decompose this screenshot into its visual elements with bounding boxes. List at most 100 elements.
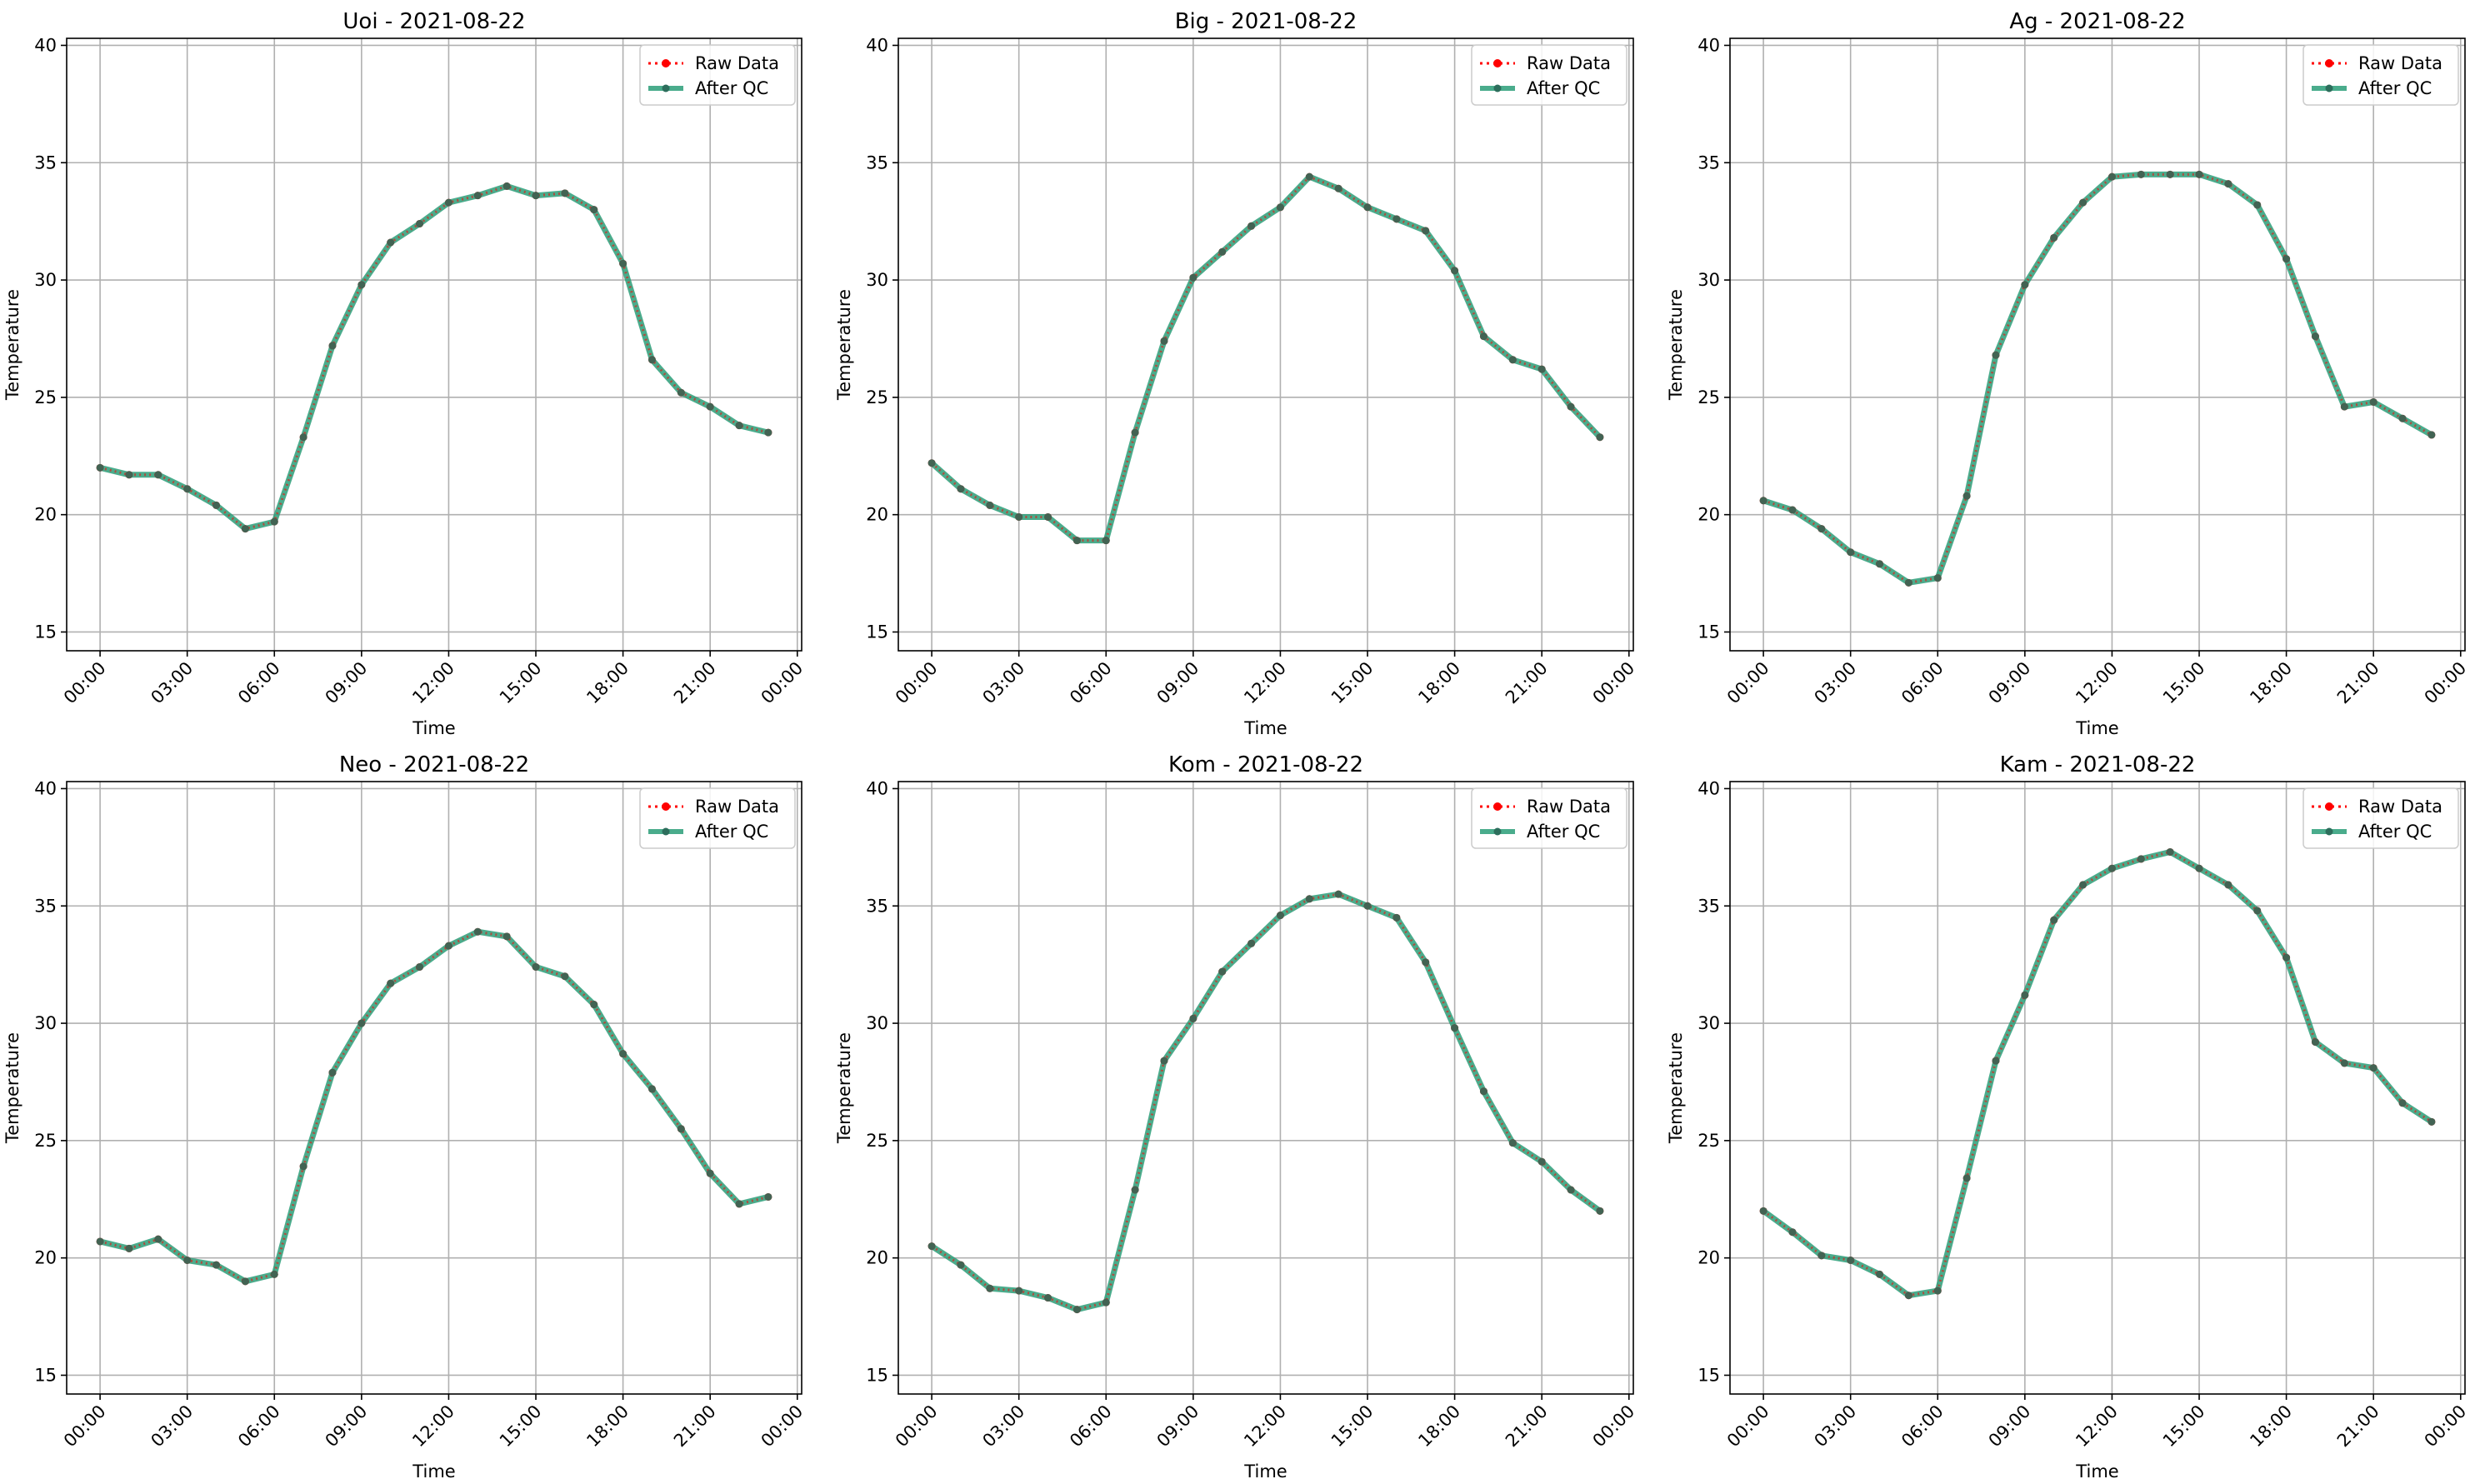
legend-label-after-qc: After QC [2358, 822, 2432, 842]
x-tick-label: 00:00 [1589, 1402, 1639, 1452]
after-qc-point [2021, 991, 2029, 999]
after-qc-point [1160, 1057, 1168, 1065]
legend-label-raw-data: Raw Data [2358, 797, 2442, 817]
after-qc-point [328, 1068, 337, 1077]
y-tick-label: 30 [34, 270, 57, 290]
series-line-raw-data [99, 930, 769, 1283]
after-qc-point [2311, 332, 2319, 341]
after-qc-point [2050, 233, 2058, 242]
after-qc-point [1015, 512, 1023, 521]
y-tick-label: 15 [866, 1365, 888, 1385]
x-axis-label: Time [2075, 718, 2118, 738]
after-qc-point [1131, 428, 1139, 437]
y-tick-label: 15 [1698, 622, 1720, 642]
y-tick-label: 30 [1698, 270, 1720, 290]
after-qc-point [2311, 1038, 2319, 1047]
y-axis-label: Temperature [2, 1032, 22, 1144]
y-tick-label: 40 [1698, 35, 1720, 55]
y-tick-label: 25 [34, 1131, 57, 1151]
y-tick-label: 35 [1698, 896, 1720, 916]
after-qc-point [1248, 939, 1256, 947]
after-qc-point [986, 1284, 994, 1292]
x-tick-label: 12:00 [1240, 658, 1290, 708]
legend-marker-raw-data [2325, 802, 2333, 811]
after-qc-point [1538, 1157, 1546, 1166]
after-qc-point [1218, 967, 1227, 976]
after-qc-point [532, 192, 540, 200]
legend: Raw Data After QC [2302, 44, 2459, 106]
y-axis-label: Temperature [2, 289, 22, 401]
x-tick-label: 00:00 [892, 1402, 942, 1452]
after-qc-point [1479, 332, 1488, 341]
after-qc-point [328, 342, 337, 350]
after-qc-point [1847, 548, 1855, 557]
series-line-after-qc [929, 173, 1602, 544]
after-qc-point [2195, 170, 2203, 178]
after-qc-point [358, 1019, 366, 1027]
x-tick-label: 06:00 [234, 1402, 284, 1452]
after-qc-point [648, 356, 656, 364]
plot-frame [66, 781, 802, 1395]
x-tick-label: 09:00 [322, 658, 372, 708]
after-qc-point [1363, 902, 1372, 910]
plot-frame [1729, 37, 2466, 652]
after-qc-point [1334, 890, 1342, 898]
legend: Raw Data After QC [2302, 787, 2459, 849]
after-qc-point [2137, 170, 2145, 178]
y-tick-label: 15 [866, 622, 888, 642]
after-qc-point [532, 962, 540, 971]
x-tick-label: 21:00 [2333, 658, 2383, 708]
after-qc-point [387, 238, 395, 247]
after-qc-point [1904, 578, 1912, 587]
legend-marker-after-qc [2325, 827, 2333, 836]
after-qc-point [2369, 397, 2378, 406]
after-qc-point [2340, 1059, 2348, 1067]
after-qc-point [1992, 351, 2000, 359]
after-qc-point [1102, 537, 1110, 545]
x-tick-label: 18:00 [2246, 658, 2296, 708]
y-axis-label: Temperature [1666, 289, 1686, 401]
after-qc-point [590, 206, 598, 214]
legend-label-raw-data: Raw Data [695, 797, 779, 817]
after-qc-point [1334, 184, 1342, 192]
y-tick-label: 25 [866, 1131, 888, 1151]
after-qc-point [590, 1001, 598, 1009]
x-axis-label: Time [1243, 718, 1287, 738]
y-tick-label: 35 [1698, 152, 1720, 172]
chart-panel-3: 15 20 25 30 35 40 00:00 03:00 06:00 09:00 12:00 15:… [1666, 9, 2470, 738]
x-tick-label: 00:00 [60, 1402, 110, 1452]
after-qc-point [561, 972, 569, 981]
legend-label-raw-data: Raw Data [1527, 797, 1611, 817]
legend-marker-raw-data [2325, 59, 2333, 67]
after-qc-point [2282, 255, 2291, 263]
chart-panel-6: 15 20 25 30 35 40 00:00 03:00 06:00 09:00 12:00 15:… [1666, 752, 2470, 1482]
after-qc-point [1876, 560, 1884, 568]
y-tick-label: 15 [1698, 1365, 1720, 1385]
after-qc-point [1072, 537, 1081, 545]
chart-panel-2: 15 20 25 30 35 40 00:00 03:00 06:00 09:00 12:00 15:… [834, 9, 1638, 738]
after-qc-point [764, 1192, 772, 1201]
y-tick-label: 35 [34, 896, 57, 916]
y-tick-label: 40 [866, 35, 888, 55]
after-qc-point [1276, 203, 1284, 212]
y-axis-label: Temperature [834, 1032, 854, 1144]
x-tick-label: 09:00 [1985, 1402, 2035, 1452]
after-qc-point [957, 485, 965, 493]
legend-marker-after-qc [1493, 827, 1502, 836]
after-qc-point [212, 1261, 221, 1269]
after-qc-point [2137, 855, 2145, 863]
chart-title: Kom - 2021-08-22 [1168, 752, 1363, 777]
series-line-raw-data [1762, 172, 2432, 584]
x-tick-label: 18:00 [2246, 1402, 2296, 1452]
legend-marker-raw-data [662, 59, 670, 67]
after-qc-point [1218, 247, 1227, 256]
x-tick-label: 03:00 [147, 658, 197, 708]
x-tick-label: 12:00 [2072, 1402, 2122, 1452]
x-tick-label: 12:00 [408, 1402, 458, 1452]
chart-panel-4: 15 20 25 30 35 40 00:00 03:00 06:00 09:00 12:00 15:… [2, 752, 807, 1482]
chart-title: Neo - 2021-08-22 [339, 752, 529, 777]
after-qc-point [1392, 215, 1401, 223]
after-qc-point [416, 219, 424, 227]
after-qc-point [1818, 525, 1826, 533]
chart-panel-5: 15 20 25 30 35 40 00:00 03:00 06:00 09:00 12:00 15:… [834, 752, 1638, 1482]
